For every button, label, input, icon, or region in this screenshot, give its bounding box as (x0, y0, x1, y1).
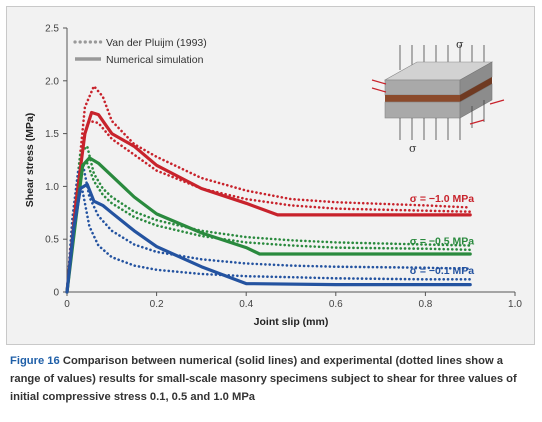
series-line-s10-numerical (65, 110, 472, 294)
legend: Van der Pluijm (1993) Numerical simulati… (73, 37, 207, 66)
series-line-s10-exp_upper (65, 84, 472, 294)
inset-upper-brick (384, 79, 461, 96)
inset-mortar-side (460, 77, 492, 102)
series-label-s05: σ = −0.5 MPa (410, 235, 475, 247)
x-tick-label: 0.2 (150, 299, 164, 310)
y-tick-label: 2.5 (45, 24, 59, 35)
y-tick-label: 1.0 (45, 182, 59, 193)
x-axis-title: Joint slip (mm) (254, 316, 329, 328)
inset-mortar-joint (385, 95, 460, 102)
caption-text: Comparison between numerical (solid line… (10, 355, 517, 403)
x-tick-label: 0.6 (329, 299, 343, 310)
x-tick-label: 1.0 (508, 299, 522, 310)
y-tick-label: 2.0 (45, 76, 59, 87)
series-line-s01-numerical (65, 182, 472, 294)
chart-series: σ = −1.0 MPa σ = −0.5 MPa σ = −0.1 MPa (65, 84, 475, 294)
series-label-s10: σ = −1.0 MPa (410, 193, 475, 205)
legend-label-experimental: Van der Pluijm (1993) (106, 37, 207, 49)
legend-label-numerical: Numerical simulation (106, 54, 204, 66)
inset-arrows-bottom (399, 100, 485, 140)
y-tick-label: 1.5 (45, 129, 59, 140)
series-line-s05-numerical (65, 156, 472, 294)
axes: 0 0.2 0.4 0.6 0.8 1.0 0 0.5 1.0 1.5 2.0 2.5 Joint sl… (24, 24, 522, 329)
y-tick-label: 0.5 (45, 235, 59, 246)
caption-label: Figure 16 (10, 355, 60, 367)
y-axis-title: Shear stress (MPa) (24, 113, 36, 208)
x-tick-label: 0.8 (418, 299, 432, 310)
inset-lower-side (459, 83, 493, 119)
shear-stress-chart: 0 0.2 0.4 0.6 0.8 1.0 0 0.5 1.0 1.5 2.0 2.5 Joint sl… (24, 24, 522, 329)
inset-sigma-bottom: σ (409, 142, 417, 155)
series-line-s10-exp_lower (65, 119, 472, 294)
inset-shear-arrows (371, 79, 505, 125)
series-label-s01: σ = −0.1 MPa (410, 265, 475, 277)
x-tick-label: 0 (64, 299, 70, 310)
y-tick-label: 0 (53, 288, 59, 299)
specimen-inset: σ σ (371, 38, 505, 155)
inset-sigma-top: σ (456, 38, 464, 51)
inset-lower-brick (384, 101, 461, 119)
figure-caption: Figure 16 Comparison between numerical (… (10, 352, 530, 406)
x-tick-label: 0.4 (239, 299, 253, 310)
